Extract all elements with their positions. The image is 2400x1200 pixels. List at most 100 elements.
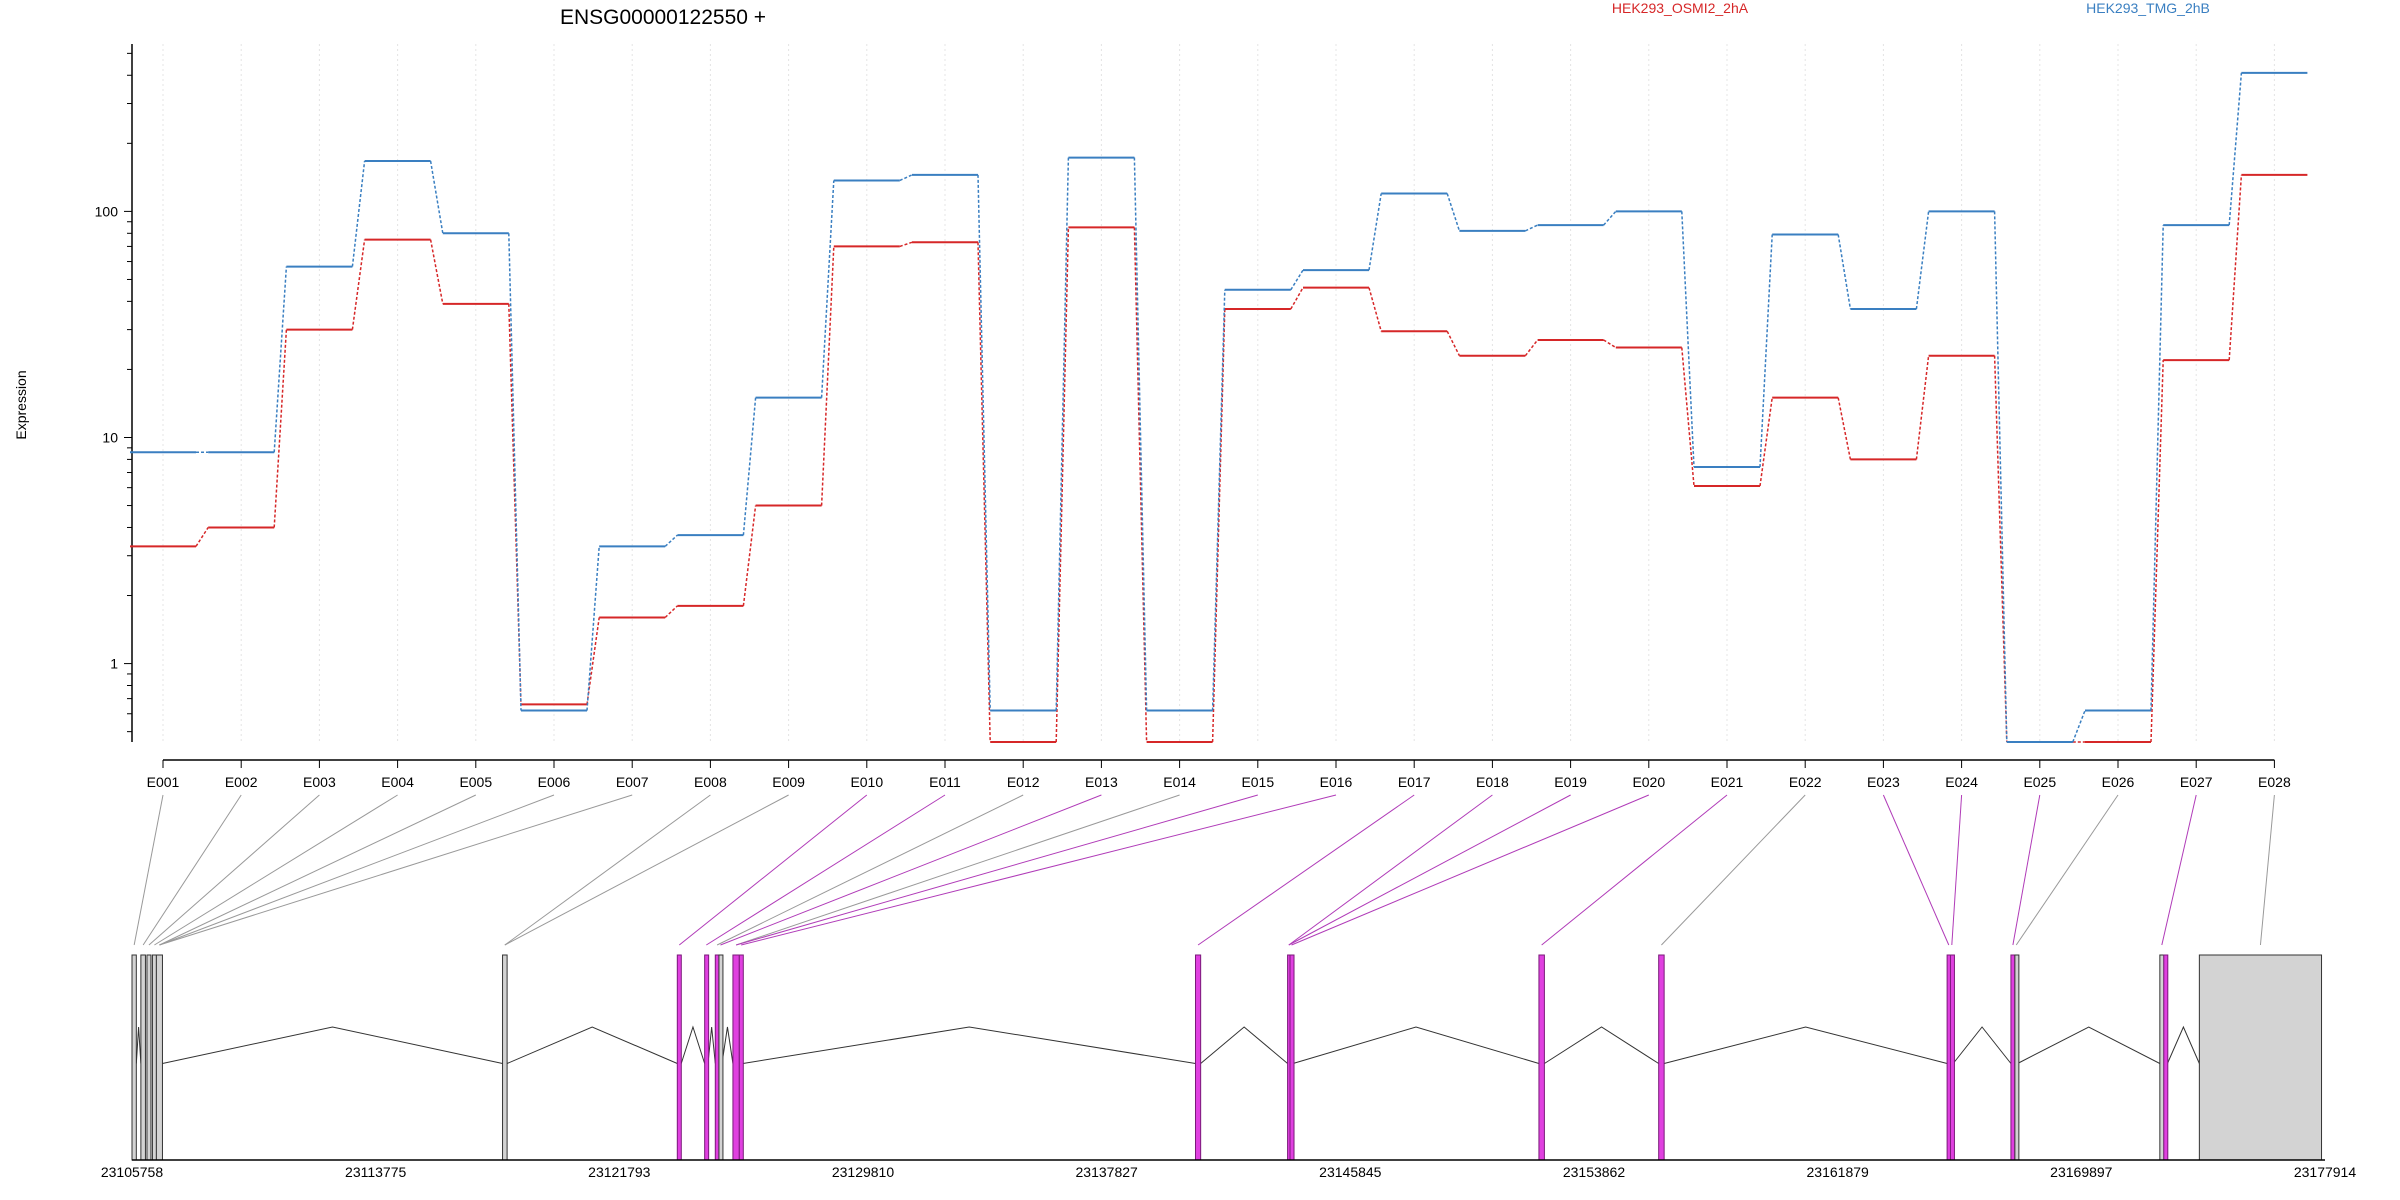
series-connector (1368, 287, 1382, 332)
series-connector (1055, 227, 1070, 743)
x-tick-label: E027 (2180, 774, 2213, 790)
y-tick-label: 1 (110, 656, 118, 672)
legend-label-tmg: HEK293_TMG_2hB (2086, 0, 2210, 16)
x-tick-label: E013 (1085, 774, 1118, 790)
exon-block (718, 954, 724, 1161)
exon-connector (504, 794, 711, 946)
series-connector (820, 246, 835, 506)
series-connector (977, 242, 991, 743)
exon-connector (1541, 794, 1728, 946)
exon-connector (678, 794, 868, 946)
coordinate-label: 23161879 (1807, 1164, 1870, 1180)
exon-connector (735, 794, 1180, 946)
exon-connector (741, 794, 1337, 946)
series-connector (1055, 157, 1070, 711)
x-tick-label: E016 (1320, 774, 1353, 790)
exon-connector (1882, 794, 1950, 946)
series-layer (130, 71, 2308, 743)
coordinate-label: 23169897 (2050, 1164, 2113, 1180)
coordinate-label: 23121793 (588, 1164, 651, 1180)
exon-block (131, 954, 137, 1161)
intron (1952, 1026, 2012, 1064)
coordinate-label: 23137827 (1076, 1164, 1139, 1180)
exon-block (1538, 954, 1545, 1161)
series-connector (1681, 347, 1695, 487)
exon-connector (2259, 794, 2275, 946)
series-connector (664, 534, 678, 547)
x-tick-label: E025 (2023, 774, 2056, 790)
exon-block (2014, 954, 2020, 1161)
exon-connector (1951, 794, 1963, 946)
series-connector (351, 239, 366, 330)
x-tick-label: E014 (1163, 774, 1196, 790)
y-axis: 1 10 100 (95, 44, 133, 742)
exon-block (1658, 954, 1665, 1161)
exon-block (140, 954, 146, 1161)
coordinate-label: 23177914 (2294, 1164, 2357, 1180)
series-connector (1133, 227, 1148, 743)
exon-connector (1197, 794, 1415, 946)
x-tick-label: E028 (2258, 774, 2291, 790)
series-connector (2150, 360, 2164, 743)
grid-lines (162, 44, 2275, 742)
exon-block (155, 954, 163, 1161)
series-connector (1524, 339, 1539, 357)
x-tick-label: E006 (538, 774, 571, 790)
series-connector (1211, 289, 1226, 711)
x-tick-label: E005 (459, 774, 492, 790)
series-connector (273, 329, 288, 528)
y-tick-label: 100 (95, 203, 119, 219)
series-connector (2150, 225, 2164, 711)
x-axis: E001 E002 E003 E004 E005 E006 E007 E008 E009 E010… (147, 759, 2291, 790)
exon-connector (159, 794, 477, 946)
exon-block (738, 954, 744, 1161)
series-connector (742, 505, 757, 606)
coordinate-label: 23145845 (1319, 1164, 1382, 1180)
exon-connector (154, 794, 398, 946)
series-connector (1837, 234, 1852, 310)
exon-connector (735, 794, 1258, 946)
exon-block (704, 954, 710, 1161)
exon-block (2010, 954, 2016, 1161)
exon-block (1949, 954, 1955, 1161)
gene-model (131, 954, 2323, 1161)
series-1 (130, 71, 2308, 743)
series-connector (1446, 330, 1461, 357)
coordinate-label: 23113775 (345, 1164, 406, 1180)
exon-connector (142, 794, 242, 946)
exon-connector (504, 794, 789, 946)
intron (721, 1026, 734, 1064)
intron (2166, 1025, 2200, 1064)
x-tick-label: E018 (1476, 774, 1509, 790)
series-connector (429, 160, 444, 234)
series-connector (2228, 174, 2243, 361)
series-connector (1915, 355, 1930, 460)
intron (162, 1026, 503, 1064)
coordinate-label: 23129810 (832, 1164, 895, 1180)
x-tick-label: E010 (850, 774, 883, 790)
intron (1544, 1026, 1659, 1064)
intron (742, 1026, 1196, 1064)
series-connector (1603, 339, 1617, 349)
x-tick-label: E012 (1007, 774, 1040, 790)
series-connector (1759, 234, 1773, 468)
exon-block (146, 954, 152, 1161)
intron (135, 1026, 142, 1064)
series-connector (899, 174, 913, 182)
exon-block (1194, 954, 1202, 1161)
exon-block (1289, 954, 1295, 1161)
series-connector (1446, 193, 1461, 232)
series-connector (742, 397, 757, 536)
series-connector (351, 160, 366, 267)
series-connector (586, 546, 600, 711)
exon-connector (159, 794, 555, 946)
exon-connector (159, 794, 633, 946)
intron (1200, 1026, 1288, 1064)
x-tick-label: E008 (694, 774, 727, 790)
x-tick-label: E019 (1554, 774, 1587, 790)
series-connector (1290, 287, 1304, 310)
exon-connector (148, 794, 320, 946)
intron (506, 1026, 678, 1064)
series-0 (130, 173, 2308, 743)
series-connector (1837, 397, 1852, 460)
